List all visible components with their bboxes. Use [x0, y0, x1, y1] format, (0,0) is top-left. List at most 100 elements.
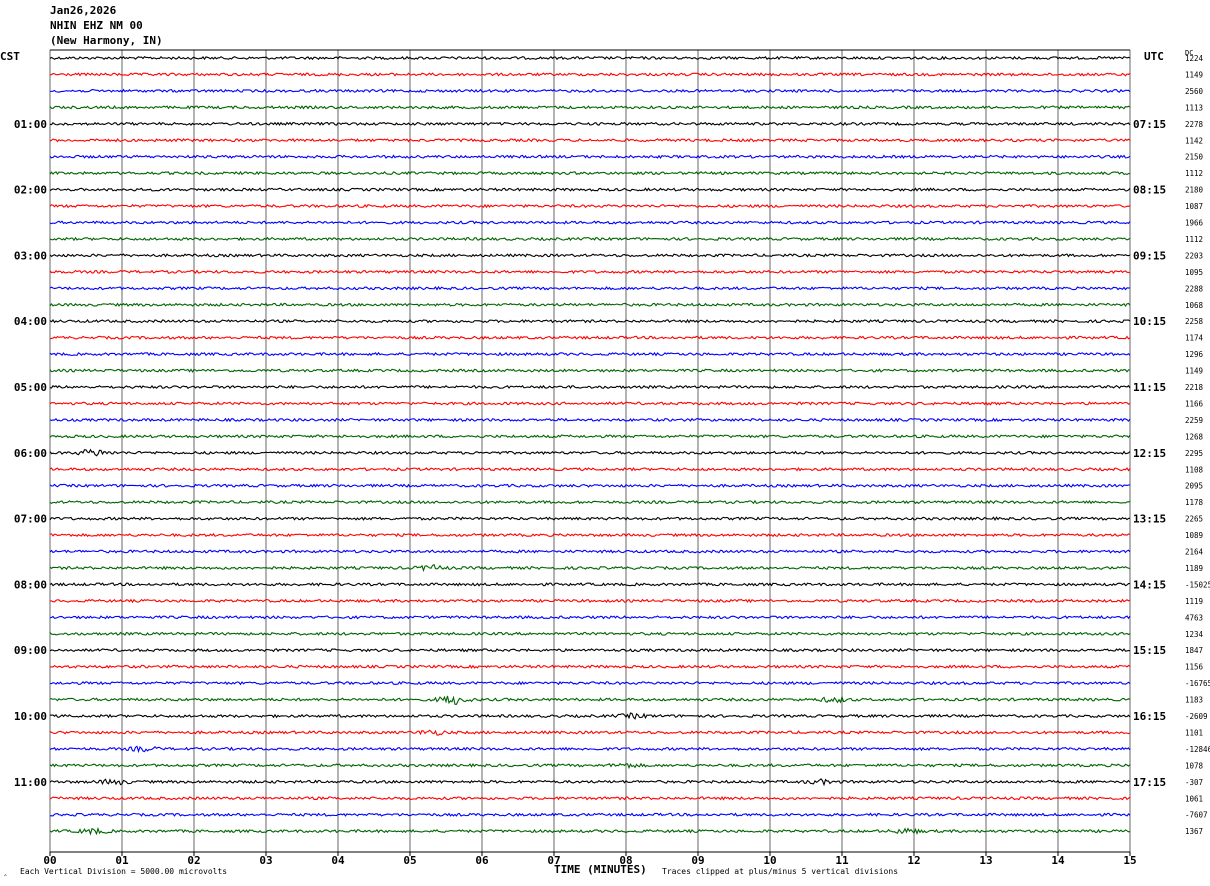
seismic-trace-5	[49, 121, 1131, 126]
station-location: (New Harmony, IN)	[50, 34, 163, 47]
dc-offset-label: 2259	[1185, 416, 1203, 425]
x-tick-label: 07	[547, 854, 560, 867]
seismic-trace-37	[49, 647, 1131, 653]
seismic-trace-13	[49, 253, 1131, 258]
left-hour-label: 11:00	[14, 776, 47, 789]
dc-offset-label: 2288	[1185, 284, 1204, 293]
x-tick-label: 14	[1051, 854, 1065, 867]
dc-offset-label: 1095	[1185, 268, 1203, 277]
seismic-trace-45	[49, 778, 1131, 787]
left-hour-label: 02:00	[14, 184, 47, 197]
x-tick-label: 00	[43, 854, 56, 867]
seismic-trace-33	[49, 582, 1131, 587]
seismic-trace-14	[49, 269, 1131, 275]
footer-mark: ‸	[4, 867, 7, 876]
dc-offset-label: 1174	[1185, 334, 1204, 343]
seismic-trace-25	[49, 448, 1131, 457]
dc-offset-label: 1183	[1185, 696, 1203, 705]
x-tick-label: 13	[979, 854, 992, 867]
dc-offset-label: 1112	[1185, 169, 1203, 178]
dc-offset-label: 1149	[1185, 70, 1203, 79]
seismic-trace-4	[49, 105, 1131, 110]
dc-offset-label: 2295	[1185, 449, 1203, 458]
right-hour-label: 09:15	[1133, 249, 1166, 262]
seismic-trace-9	[49, 187, 1131, 192]
right-hour-label: 13:15	[1133, 513, 1166, 526]
seismic-trace-11	[49, 220, 1131, 225]
seismic-trace-12	[49, 236, 1131, 242]
seismic-trace-7	[49, 154, 1131, 160]
left-hour-label: 07:00	[14, 513, 47, 526]
seismic-trace-23	[49, 417, 1131, 423]
left-hour-label: 04:00	[14, 315, 47, 328]
dc-offset-label: -12846	[1185, 745, 1210, 754]
right-hour-label: 07:15	[1133, 118, 1166, 131]
right-hour-label: 14:15	[1133, 578, 1166, 591]
x-tick-label: 04	[331, 854, 345, 867]
seismic-trace-35	[49, 615, 1131, 620]
seismic-trace-15	[49, 285, 1131, 291]
dc-offset-label: 1119	[1185, 597, 1203, 606]
seismic-trace-1	[49, 55, 1131, 61]
seismic-trace-48	[49, 826, 1131, 836]
dc-offset-label: 1156	[1185, 663, 1204, 672]
seismic-trace-32	[49, 563, 1131, 573]
dc-offset-label: 1061	[1185, 794, 1203, 803]
x-tick-label: 03	[259, 854, 272, 867]
dc-offset-label: 1367	[1185, 827, 1203, 836]
left-hour-label: 05:00	[14, 381, 47, 394]
dc-offset-label: -307	[1185, 778, 1203, 787]
dc-offset-label: 1966	[1185, 219, 1204, 228]
left-hour-label: 08:00	[14, 578, 47, 591]
x-tick-label: 10	[763, 854, 776, 867]
seismic-trace-39	[49, 680, 1131, 686]
right-hour-label: 08:15	[1133, 184, 1166, 197]
dc-offset-label: -7607	[1185, 811, 1208, 820]
seismic-trace-46	[49, 795, 1131, 801]
right-hour-label: 16:15	[1133, 710, 1166, 723]
x-tick-label: 06	[475, 854, 489, 867]
right-hour-label: 10:15	[1133, 315, 1166, 328]
seismic-trace-24	[49, 434, 1131, 439]
dc-offset-label: 1087	[1185, 202, 1203, 211]
x-axis-title: TIME (MINUTES)	[554, 863, 647, 876]
dc-offset-label: 1296	[1185, 350, 1204, 359]
dc-offset-label: 1178	[1185, 498, 1204, 507]
right-hour-label: 12:15	[1133, 447, 1166, 460]
dc-offset-label: 1234	[1185, 630, 1204, 639]
dc-offset-label: 2265	[1185, 515, 1203, 524]
seismic-trace-41	[49, 712, 1131, 720]
dc-offset-label: 1089	[1185, 531, 1203, 540]
seismic-trace-28	[49, 499, 1131, 505]
dc-offset-label: 1112	[1185, 235, 1203, 244]
seismic-trace-40	[49, 695, 1131, 705]
seismic-trace-18	[49, 335, 1131, 340]
left-hour-label: 03:00	[14, 249, 47, 262]
plot-date: Jan26,2026	[50, 4, 117, 17]
x-tick-label: 05	[403, 854, 416, 867]
dc-column-label: DC	[1185, 49, 1194, 57]
seismic-trace-43	[49, 745, 1131, 754]
dc-offset-label: 1108	[1185, 465, 1204, 474]
seismic-trace-36	[49, 631, 1131, 636]
dc-offset-label: 2218	[1185, 383, 1204, 392]
dc-offset-label: 1189	[1185, 564, 1203, 573]
x-tick-label: 15	[1123, 854, 1136, 867]
right-hour-label: 11:15	[1133, 381, 1166, 394]
left-hour-label: 09:00	[14, 644, 47, 657]
dc-offset-label: 2203	[1185, 251, 1203, 260]
dc-offset-label: -16765	[1185, 679, 1210, 688]
seismic-trace-44	[49, 762, 1131, 770]
station-id: NHIN EHZ NM 00	[50, 19, 143, 32]
seismic-trace-47	[49, 812, 1131, 817]
seismic-trace-3	[49, 88, 1131, 94]
dc-offset-label: -2609	[1185, 712, 1208, 721]
left-timezone-label: CST	[0, 50, 20, 63]
seismic-trace-19	[49, 351, 1131, 357]
dc-offset-label: 2095	[1185, 482, 1203, 491]
left-hour-label: 01:00	[14, 118, 47, 131]
x-tick-label: 01	[115, 854, 129, 867]
dc-offset-label: 2560	[1185, 87, 1204, 96]
dc-offset-label: 2180	[1185, 186, 1204, 195]
